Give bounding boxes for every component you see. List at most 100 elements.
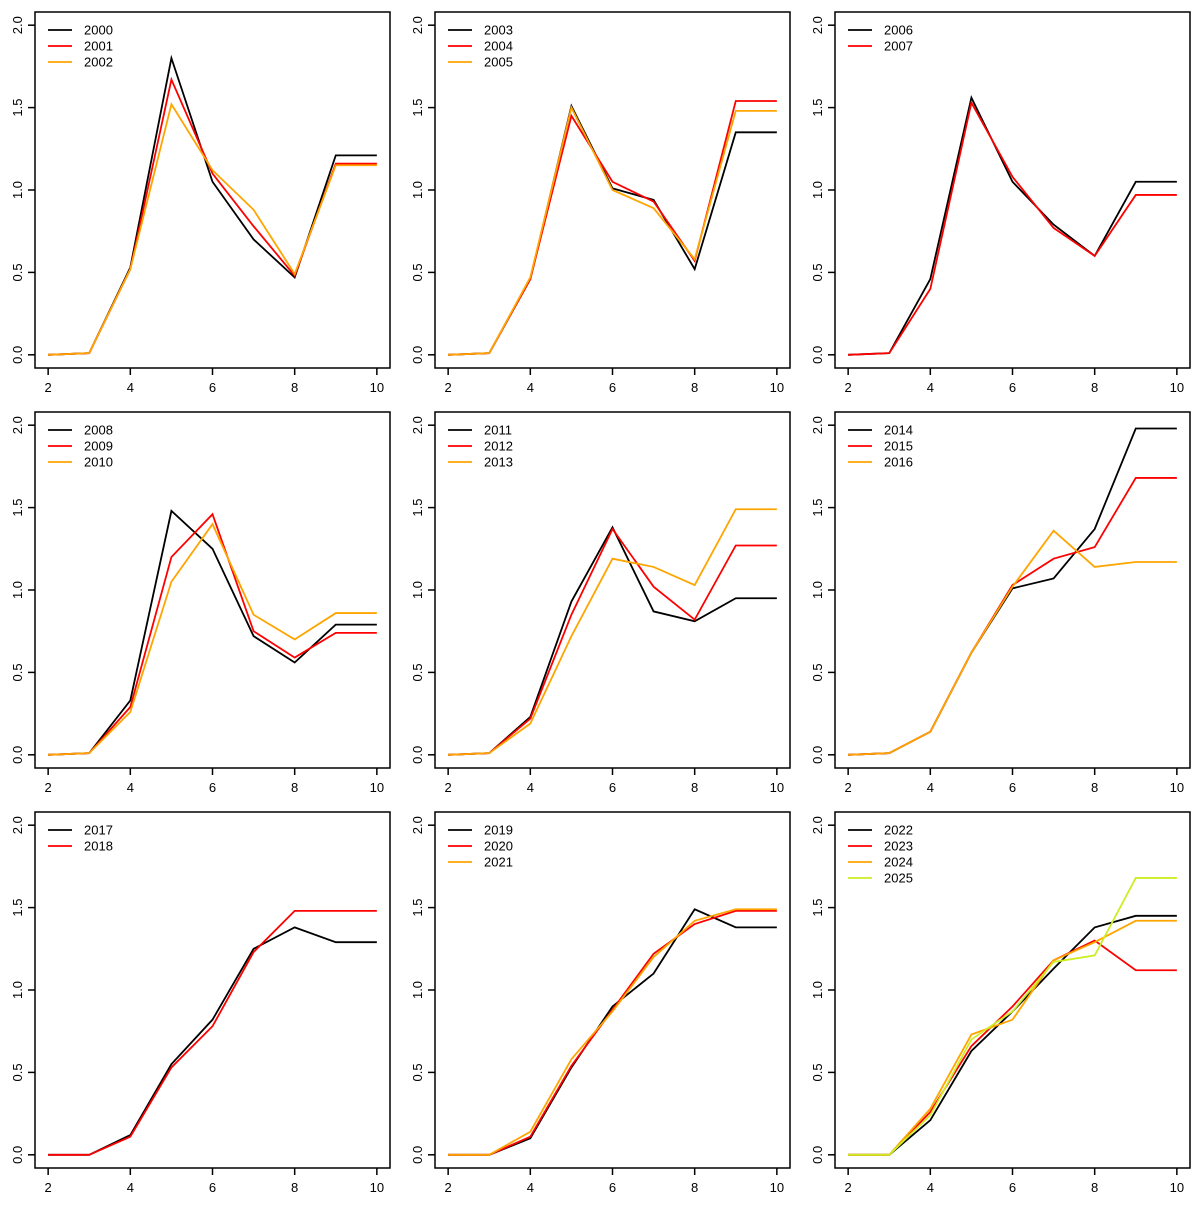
series-line-2021 — [448, 908, 777, 1156]
x-tick-label: 4 — [927, 380, 934, 395]
panel-bottom-right: 2 4 6 8 10 0.0 0.5 1.0 1.5 2.0 2022 2023 2024 2025 — [800, 800, 1200, 1200]
legend-label-2009: 2009 — [84, 439, 113, 454]
legend-label-2020: 2020 — [484, 839, 513, 854]
x-tick-label: 6 — [609, 380, 616, 395]
y-axis: 0.0 0.5 1.0 1.5 2.0 — [410, 416, 435, 764]
y-tick-label: 0.0 — [10, 1146, 25, 1164]
series-line-2009 — [48, 512, 377, 756]
legend-label-2000: 2000 — [84, 23, 113, 38]
y-tick-label: 0.0 — [410, 746, 425, 764]
series-line-2013 — [448, 508, 777, 756]
x-axis: 2 4 6 8 10 — [845, 368, 1184, 395]
y-axis: 0.0 0.5 1.0 1.5 2.0 — [810, 416, 835, 764]
y-tick-label: 1.0 — [810, 981, 825, 999]
series-line-2012 — [448, 527, 777, 756]
y-tick-label: 2.0 — [810, 816, 825, 834]
plot-box — [834, 11, 1191, 369]
y-tick-label: 1.0 — [410, 981, 425, 999]
series-line-2018 — [48, 909, 377, 1156]
legend-label-2006: 2006 — [884, 23, 913, 38]
legend-label-2003: 2003 — [484, 23, 513, 38]
legend-label-2019: 2019 — [484, 823, 513, 838]
y-tick-label: 0.5 — [10, 1063, 25, 1081]
y-axis: 0.0 0.5 1.0 1.5 2.0 — [810, 16, 835, 364]
x-tick-label: 6 — [1009, 1180, 1016, 1195]
legend-label-2015: 2015 — [884, 439, 913, 454]
legend-label-2007: 2007 — [884, 39, 913, 54]
x-axis: 2 4 6 8 10 — [845, 1168, 1184, 1195]
series-line-2008 — [48, 509, 377, 756]
x-tick-label: 10 — [770, 380, 784, 395]
x-axis: 2 4 6 8 10 — [45, 1168, 384, 1195]
x-tick-label: 4 — [527, 1180, 534, 1195]
y-tick-label: 2.0 — [410, 416, 425, 434]
y-tick-label: 2.0 — [10, 16, 25, 34]
y-tick-label: 1.5 — [10, 99, 25, 117]
y-tick-label: 0.5 — [810, 1063, 825, 1081]
x-tick-label: 2 — [845, 780, 852, 795]
y-tick-label: 0.5 — [410, 1063, 425, 1081]
legend-label-2025: 2025 — [884, 871, 913, 886]
x-tick-label: 4 — [527, 780, 534, 795]
y-tick-label: 0.0 — [10, 346, 25, 364]
legend-label-2005: 2005 — [484, 55, 513, 70]
legend-label-2011: 2011 — [484, 423, 512, 438]
x-tick-label: 4 — [127, 780, 134, 795]
y-tick-label: 0.0 — [410, 1146, 425, 1164]
x-axis: 2 4 6 8 10 — [45, 768, 384, 795]
x-tick-label: 8 — [291, 780, 298, 795]
y-tick-label: 0.5 — [410, 663, 425, 681]
panel-middle-left: 2 4 6 8 10 0.0 0.5 1.0 1.5 2.0 2008 2009 2010 — [0, 400, 400, 800]
y-tick-label: 0.0 — [410, 346, 425, 364]
y-tick-label: 1.0 — [10, 181, 25, 199]
legend-label-2010: 2010 — [84, 455, 113, 470]
legend-label-2023: 2023 — [884, 839, 913, 854]
x-tick-label: 8 — [691, 380, 698, 395]
series-line-2014 — [848, 427, 1177, 756]
y-tick-label: 0.5 — [810, 663, 825, 681]
y-tick-label: 1.5 — [810, 899, 825, 917]
x-tick-label: 6 — [209, 780, 216, 795]
y-tick-label: 2.0 — [10, 816, 25, 834]
legend-label-2004: 2004 — [484, 39, 513, 54]
x-tick-label: 4 — [127, 380, 134, 395]
series-line-2023 — [848, 939, 1177, 1156]
x-tick-label: 8 — [1091, 380, 1098, 395]
x-axis: 2 4 6 8 10 — [445, 368, 784, 395]
y-axis: 0.0 0.5 1.0 1.5 2.0 — [410, 16, 435, 364]
y-tick-label: 2.0 — [10, 416, 25, 434]
panel-bottom-middle: 2 4 6 8 10 0.0 0.5 1.0 1.5 2.0 2019 2020 2021 — [400, 800, 800, 1200]
y-axis: 0.0 0.5 1.0 1.5 2.0 — [410, 816, 435, 1164]
series-line-2015 — [848, 477, 1177, 756]
series-line-2017 — [48, 926, 377, 1156]
y-tick-label: 1.0 — [410, 181, 425, 199]
legend-label-2002: 2002 — [84, 55, 113, 70]
x-tick-label: 8 — [291, 380, 298, 395]
x-tick-label: 10 — [770, 780, 784, 795]
legend-label-2012: 2012 — [484, 439, 513, 454]
y-axis: 0.0 0.5 1.0 1.5 2.0 — [10, 416, 35, 764]
x-tick-label: 2 — [445, 1180, 452, 1195]
legend-label-2021: 2021 — [484, 855, 513, 870]
series-line-2016 — [848, 529, 1177, 756]
series-line-2024 — [848, 919, 1177, 1156]
y-tick-label: 0.0 — [810, 746, 825, 764]
y-axis: 0.0 0.5 1.0 1.5 2.0 — [10, 816, 35, 1164]
x-axis: 2 4 6 8 10 — [845, 768, 1184, 795]
x-tick-label: 6 — [209, 1180, 216, 1195]
y-tick-label: 2.0 — [810, 416, 825, 434]
legend-label-2001: 2001 — [84, 39, 113, 54]
x-tick-label: 8 — [1091, 780, 1098, 795]
panel-middle-right: 2 4 6 8 10 0.0 0.5 1.0 1.5 2.0 2014 2015 2016 — [800, 400, 1200, 800]
x-tick-label: 2 — [445, 380, 452, 395]
